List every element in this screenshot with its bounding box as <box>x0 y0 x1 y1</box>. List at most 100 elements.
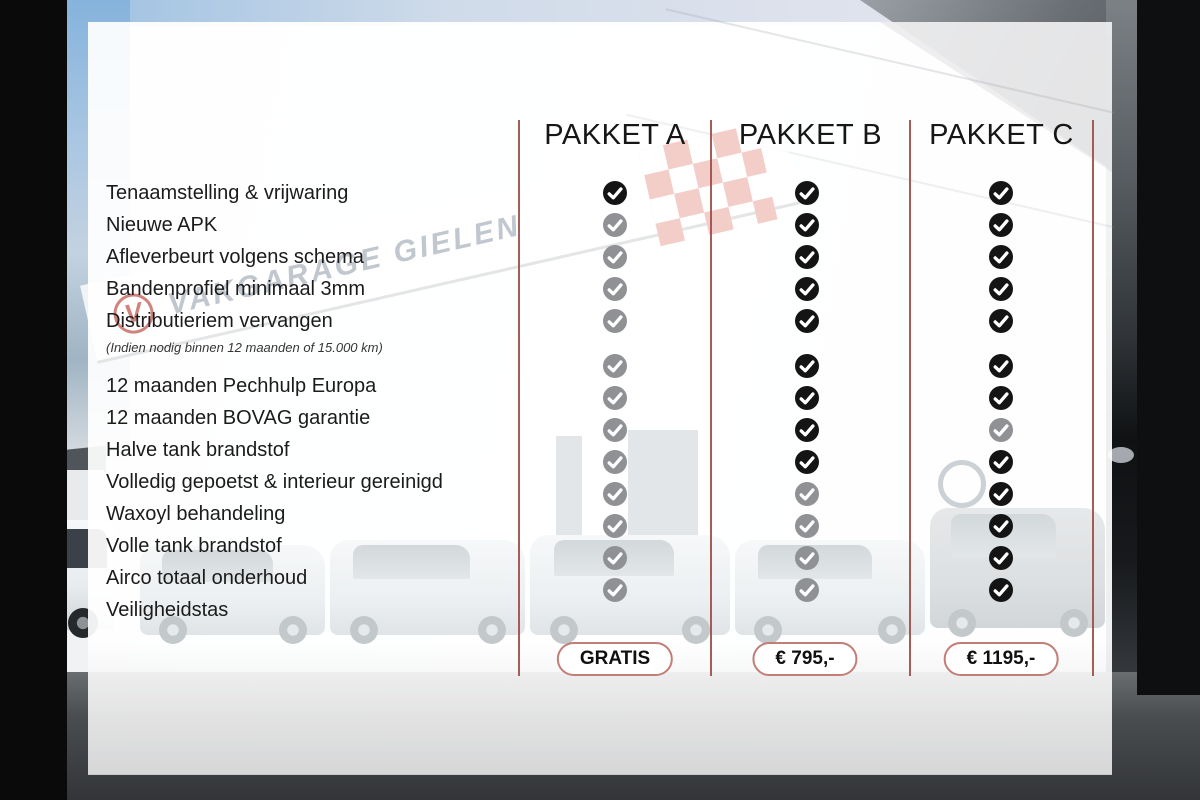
car-headlight <box>1108 447 1134 463</box>
check-circle-icon <box>603 578 627 602</box>
feature-label: Airco totaal onderhoud <box>106 566 308 589</box>
feature-included-mark <box>989 382 1013 414</box>
check-circle-icon <box>989 450 1013 474</box>
check-circle-icon <box>603 450 627 474</box>
feature-label: Halve tank brandstof <box>106 438 290 461</box>
check-circle-icon <box>795 309 819 333</box>
column-divider <box>1092 120 1094 676</box>
photo-left-edge <box>0 0 67 800</box>
feature-included-mark <box>795 382 819 414</box>
feature-included-mark <box>989 574 1013 606</box>
check-column-c <box>989 177 1013 606</box>
feature-included-mark <box>989 305 1013 337</box>
feature-label: 12 maanden BOVAG garantie <box>106 406 371 429</box>
feature-label: 12 maanden Pechhulp Europa <box>106 374 377 397</box>
feature-included-mark <box>795 177 819 209</box>
feature-excluded-mark <box>603 510 627 542</box>
check-circle-icon <box>603 418 627 442</box>
feature-excluded-mark <box>603 446 627 478</box>
feature-included-mark <box>989 350 1013 382</box>
feature-excluded-mark <box>795 574 819 606</box>
feature-included-mark <box>989 209 1013 241</box>
price-pill-a[interactable]: GRATIS <box>556 642 674 676</box>
feature-label: Tenaamstelling & vrijwaring <box>106 181 349 204</box>
feature-excluded-mark <box>795 478 819 510</box>
check-circle-icon <box>603 386 627 410</box>
price-pill-b[interactable]: € 795,- <box>752 642 858 676</box>
check-column-b <box>795 177 819 606</box>
check-circle-icon <box>795 450 819 474</box>
check-circle-icon <box>603 245 627 269</box>
feature-included-mark <box>795 414 819 446</box>
feature-excluded-mark <box>603 209 627 241</box>
check-circle-icon <box>795 482 819 506</box>
feature-label: Waxoyl behandeling <box>106 502 286 525</box>
check-circle-icon <box>795 546 819 570</box>
package-header-c: PAKKET C <box>929 119 1074 151</box>
feature-excluded-mark <box>603 414 627 446</box>
check-circle-icon <box>795 418 819 442</box>
feature-label: Distributieriem vervangen <box>106 309 333 332</box>
column-divider <box>710 120 712 676</box>
check-circle-icon <box>795 213 819 237</box>
check-circle-icon <box>989 482 1013 506</box>
check-circle-icon <box>603 546 627 570</box>
feature-excluded-mark <box>603 305 627 337</box>
feature-excluded-mark <box>603 542 627 574</box>
feature-label: Volle tank brandstof <box>106 534 282 557</box>
check-column-a <box>603 177 627 606</box>
check-circle-icon <box>795 245 819 269</box>
check-circle-icon <box>603 514 627 538</box>
check-circle-icon <box>795 354 819 378</box>
feature-excluded-mark <box>603 350 627 382</box>
package-header-b: PAKKET B <box>738 119 883 151</box>
check-circle-icon <box>603 354 627 378</box>
check-circle-icon <box>989 181 1013 205</box>
feature-list: Tenaamstelling & vrijwaring Nieuwe APK Afl… <box>106 177 546 626</box>
feature-note: (Indien nodig binnen 12 maanden of 15.00… <box>106 339 383 355</box>
check-circle-icon <box>989 245 1013 269</box>
feature-included-mark <box>795 273 819 305</box>
feature-included-mark <box>989 542 1013 574</box>
feature-label: Volledig gepoetst & interieur gereinigd <box>106 470 443 493</box>
check-circle-icon <box>603 181 627 205</box>
check-circle-icon <box>795 181 819 205</box>
feature-included-mark <box>603 177 627 209</box>
check-circle-icon <box>989 514 1013 538</box>
check-circle-icon <box>603 309 627 333</box>
feature-excluded-mark <box>603 241 627 273</box>
feature-included-mark <box>795 209 819 241</box>
check-circle-icon <box>795 277 819 301</box>
feature-label: Veiligheidstas <box>106 598 229 621</box>
feature-excluded-mark <box>989 414 1013 446</box>
check-circle-icon <box>603 213 627 237</box>
feature-included-mark <box>989 478 1013 510</box>
check-circle-icon <box>989 546 1013 570</box>
check-circle-icon <box>603 482 627 506</box>
sky <box>60 0 920 26</box>
feature-included-mark <box>989 446 1013 478</box>
column-divider <box>909 120 911 676</box>
check-circle-icon <box>795 386 819 410</box>
check-circle-icon <box>989 354 1013 378</box>
check-circle-icon <box>989 213 1013 237</box>
feature-label: Nieuwe APK <box>106 213 218 236</box>
feature-included-mark <box>795 305 819 337</box>
feature-included-mark <box>795 446 819 478</box>
check-circle-icon <box>795 514 819 538</box>
price-pill-c[interactable]: € 1195,- <box>943 642 1059 676</box>
photo-right-edge <box>1137 0 1200 695</box>
feature-label: Afleverbeurt volgens schema <box>106 245 364 268</box>
feature-included-mark <box>795 350 819 382</box>
check-circle-icon <box>989 386 1013 410</box>
check-circle-icon <box>989 277 1013 301</box>
feature-included-mark <box>989 177 1013 209</box>
feature-excluded-mark <box>795 510 819 542</box>
feature-excluded-mark <box>603 273 627 305</box>
feature-excluded-mark <box>795 542 819 574</box>
feature-label: Bandenprofiel minimaal 3mm <box>106 277 366 300</box>
check-circle-icon <box>989 578 1013 602</box>
package-header-a: PAKKET A <box>544 119 686 151</box>
